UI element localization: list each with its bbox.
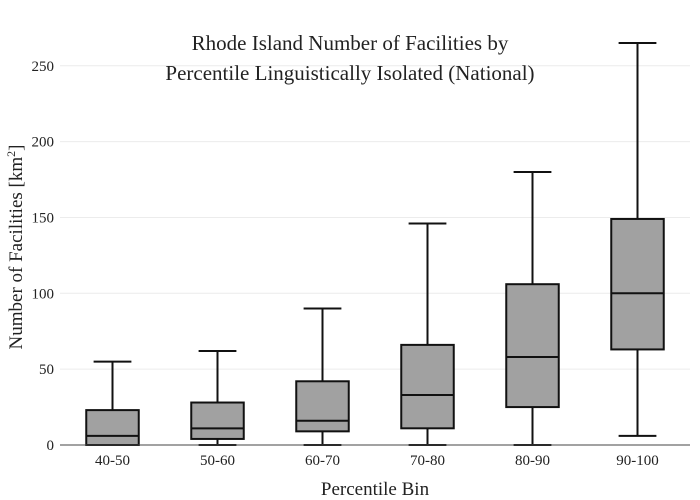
y-tick-labels: 0 50 100 150 200 250 bbox=[32, 59, 55, 454]
x-tick-label: 70-80 bbox=[410, 453, 445, 469]
iqr-box bbox=[295, 380, 350, 433]
box-group bbox=[190, 349, 245, 446]
x-tick-label: 80-90 bbox=[515, 453, 550, 469]
y-tick-label: 50 bbox=[39, 362, 54, 378]
iqr-box bbox=[505, 283, 560, 409]
y-tick-label: 150 bbox=[32, 210, 55, 226]
box-group bbox=[400, 222, 455, 446]
chart-title-line-2: Percentile Linguistically Isolated (Nati… bbox=[165, 61, 534, 85]
y-axis-label-superscript: 2 bbox=[4, 151, 18, 157]
y-tick-label: 250 bbox=[32, 59, 55, 75]
x-tick-label: 90-100 bbox=[616, 453, 659, 469]
y-tick-label: 0 bbox=[47, 438, 55, 454]
y-axis-label-text: Number of Facilities [km bbox=[6, 157, 27, 350]
iqr-box bbox=[85, 409, 140, 447]
y-axis-label-close: ] bbox=[6, 145, 27, 151]
x-tick-label: 50-60 bbox=[200, 453, 235, 469]
box-group bbox=[295, 307, 350, 446]
grid-lines bbox=[60, 65, 690, 370]
box-group bbox=[505, 170, 560, 446]
iqr-box bbox=[400, 343, 455, 430]
x-tick-label: 40-50 bbox=[95, 453, 130, 469]
x-axis-label: Percentile Bin bbox=[321, 479, 430, 500]
iqr-box bbox=[610, 217, 665, 351]
chart-title-line-1: Rhode Island Number of Facilities by bbox=[192, 31, 509, 55]
boxes bbox=[85, 42, 665, 447]
x-tick-label: 60-70 bbox=[305, 453, 340, 469]
y-axis-label: Number of Facilities [km2] bbox=[4, 145, 27, 350]
box-group bbox=[610, 42, 665, 437]
box-group bbox=[85, 360, 140, 447]
iqr-box bbox=[190, 401, 245, 440]
y-tick-label: 100 bbox=[32, 286, 55, 302]
x-tick-labels: 40-50 50-60 60-70 70-80 80-90 90-100 bbox=[95, 453, 659, 469]
y-tick-label: 200 bbox=[32, 135, 55, 151]
